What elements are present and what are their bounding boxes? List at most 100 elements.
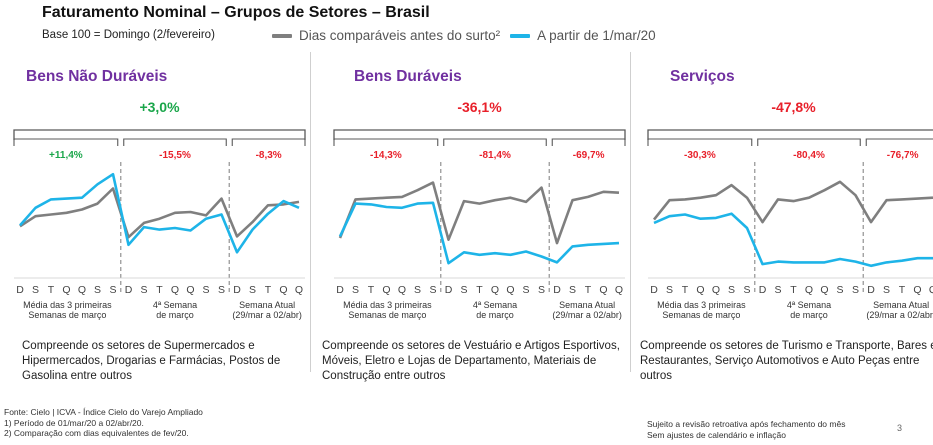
footer-disclaimer: Sujeito a revisão retroativa após fecham… xyxy=(647,419,845,440)
legend-item-blue: A partir de 1/mar/20 xyxy=(510,28,656,43)
chart-title: Faturamento Nominal – Grupos de Setores … xyxy=(42,4,430,21)
x-tick-label: S xyxy=(743,284,750,296)
series-line-before-outbreak xyxy=(652,180,933,224)
panel-servicos: Serviços -47,8% -30,3% -80,4% -76,7% D S T Q Q S S… xyxy=(640,60,933,382)
x-tick-label: D xyxy=(650,284,658,296)
x-tick-label: Q xyxy=(506,284,514,296)
segment-bracket xyxy=(757,138,861,146)
total-bracket xyxy=(13,129,306,140)
legend-label-blue: A partir de 1/mar/20 xyxy=(537,28,656,43)
x-tick-label: Q xyxy=(615,284,623,296)
x-tick-label: S xyxy=(414,284,421,296)
group-label: 4ª Semana de março xyxy=(153,300,197,320)
panel-divider-2 xyxy=(630,52,631,372)
x-tick-label: Q xyxy=(295,284,303,296)
group-label: 4ª Semana de março xyxy=(473,300,517,320)
total-change-label: +3,0% xyxy=(139,99,180,115)
segment-change-label: -76,7% xyxy=(887,150,919,161)
segment-bracket xyxy=(123,138,227,146)
x-tick-label: S xyxy=(352,284,359,296)
group-label-line: Semana Atual xyxy=(559,300,615,310)
footer-source: Fonte: Cielo | ICVA - Índice Cielo do Va… xyxy=(4,407,203,417)
group-label-line: Semanas de março xyxy=(28,310,106,320)
x-tick-label: S xyxy=(522,284,529,296)
x-tick-label: S xyxy=(883,284,890,296)
group-label: Semana Atual (29/mar a 02/abr) xyxy=(866,300,933,320)
chart-bens-nao-duraveis: +3,0%+11,4% -15,5% -8,3%D S T Q Q S S D S T Q Q S S D S T Q… xyxy=(13,99,306,320)
x-tick-label: T xyxy=(790,284,797,296)
x-tick-label: Q xyxy=(805,284,813,296)
segment-bracket xyxy=(865,138,933,146)
segment-change-label: -81,4% xyxy=(479,150,511,161)
group-label: Semana Atual (29/mar a 02/abr) xyxy=(552,300,622,320)
group-label-line: Semana Atual xyxy=(239,300,295,310)
x-tick-label: Q xyxy=(929,284,933,296)
chart-servicos: -47,8%-30,3% -80,4% -76,7%D S T Q Q S S D S T Q Q S S D S… xyxy=(647,99,933,320)
x-tick-label: T xyxy=(899,284,906,296)
segment-change-label: -14,3% xyxy=(370,150,402,161)
group-label-line: Média das 3 primeiras xyxy=(23,300,112,310)
series-line-before-outbreak xyxy=(19,187,300,239)
x-tick-label: S xyxy=(569,284,576,296)
x-tick-label: Q xyxy=(382,284,390,296)
legend-item-gray: Dias comparáveis antes do surto² xyxy=(272,28,500,43)
segment-change-label: -8,3% xyxy=(256,150,282,161)
x-tick-label: Q xyxy=(599,284,607,296)
legend-swatch-blue xyxy=(510,33,531,38)
x-tick-label: Q xyxy=(171,284,179,296)
legend-label-gray: Dias comparáveis antes do surto² xyxy=(299,28,501,43)
total-bracket xyxy=(333,129,626,140)
x-tick-label: S xyxy=(249,284,256,296)
x-tick-label: S xyxy=(836,284,843,296)
x-tick-label: S xyxy=(94,284,101,296)
x-tick-label: S xyxy=(852,284,859,296)
segment-change-label: +11,4% xyxy=(49,150,83,161)
x-tick-label: T xyxy=(585,284,592,296)
chart-bens-duraveis: -36,1%-14,3% -81,4% -69,7%D S T Q Q S S D S T Q Q S S D S… xyxy=(333,99,626,320)
x-tick-label: S xyxy=(666,284,673,296)
total-change-label: -47,8% xyxy=(771,99,816,115)
x-tick-label: S xyxy=(460,284,467,296)
series-line-from-march xyxy=(338,201,620,265)
x-tick-label: S xyxy=(32,284,39,296)
group-label-line: 4ª Semana xyxy=(473,300,517,310)
x-tick-label: Q xyxy=(712,284,720,296)
x-tick-label: S xyxy=(109,284,116,296)
group-label-line: Semana Atual xyxy=(873,300,929,310)
group-label-line: de março xyxy=(790,310,828,320)
group-label-line: Média das 3 primeiras xyxy=(657,300,746,310)
footer-disclaimer-1: Sujeito a revisão retroativa após fecham… xyxy=(647,419,846,429)
group-label-line: Média das 3 primeiras xyxy=(343,300,432,310)
legend: Dias comparáveis antes do surto² A parti… xyxy=(272,28,666,43)
legend-swatch-gray xyxy=(272,33,292,38)
panel-bens-duraveis: Bens Duráveis -36,1% -14,3% -81,4% -69,7% D S… xyxy=(322,60,628,382)
segment-bracket xyxy=(13,138,119,146)
x-tick-label: S xyxy=(429,284,436,296)
x-tick-label: Q xyxy=(491,284,499,296)
x-tick-label: Q xyxy=(186,284,194,296)
page-number: 3 xyxy=(897,423,903,433)
segment-change-label: -15,5% xyxy=(159,150,191,161)
segment-bracket xyxy=(231,138,306,146)
panel-bens-nao-duraveis: Bens Não Duráveis +3,0% +11,4% -15,5% -8,3%… xyxy=(8,60,308,382)
group-label: Média das 3 primeiras Semanas de março xyxy=(23,300,112,320)
group-label: 4ª Semana de março xyxy=(787,300,831,320)
x-tick-label: Q xyxy=(279,284,287,296)
segment-change-label: -69,7% xyxy=(573,150,605,161)
group-label-line: Semanas de março xyxy=(348,310,426,320)
x-tick-label: S xyxy=(202,284,209,296)
series-line-from-march xyxy=(653,212,933,268)
footer-note-1: 1) Período de 01/mar/20 a 02/abr/20. xyxy=(4,417,144,428)
x-tick-label: S xyxy=(774,284,781,296)
segment-bracket xyxy=(443,138,547,146)
x-tick-label: T xyxy=(48,284,55,296)
x-tick-label: T xyxy=(682,284,689,296)
panel-description: Compreende os setores de Vestuário e Art… xyxy=(322,340,620,382)
x-tick-label: Q xyxy=(78,284,86,296)
segment-bracket xyxy=(551,138,626,146)
x-tick-label: D xyxy=(125,284,133,296)
x-tick-label: D xyxy=(16,284,24,296)
panel-description: Compreende os setores de Turismo e Trans… xyxy=(640,340,933,382)
x-tick-label: Q xyxy=(696,284,704,296)
group-label-line: (29/mar a 02/abr) xyxy=(866,310,933,320)
